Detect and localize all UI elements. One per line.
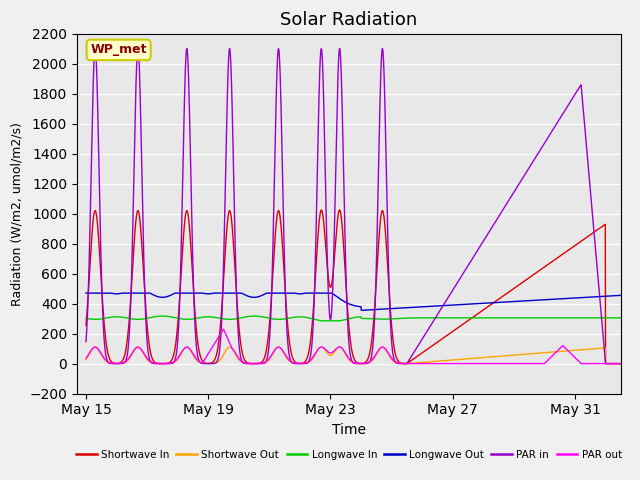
Title: Solar Radiation: Solar Radiation xyxy=(280,11,417,29)
Text: WP_met: WP_met xyxy=(90,43,147,56)
Y-axis label: Radiation (W/m2, umol/m2/s): Radiation (W/m2, umol/m2/s) xyxy=(11,121,24,306)
Legend: Shortwave In, Shortwave Out, Longwave In, Longwave Out, PAR in, PAR out: Shortwave In, Shortwave Out, Longwave In… xyxy=(72,445,626,464)
X-axis label: Time: Time xyxy=(332,423,366,437)
